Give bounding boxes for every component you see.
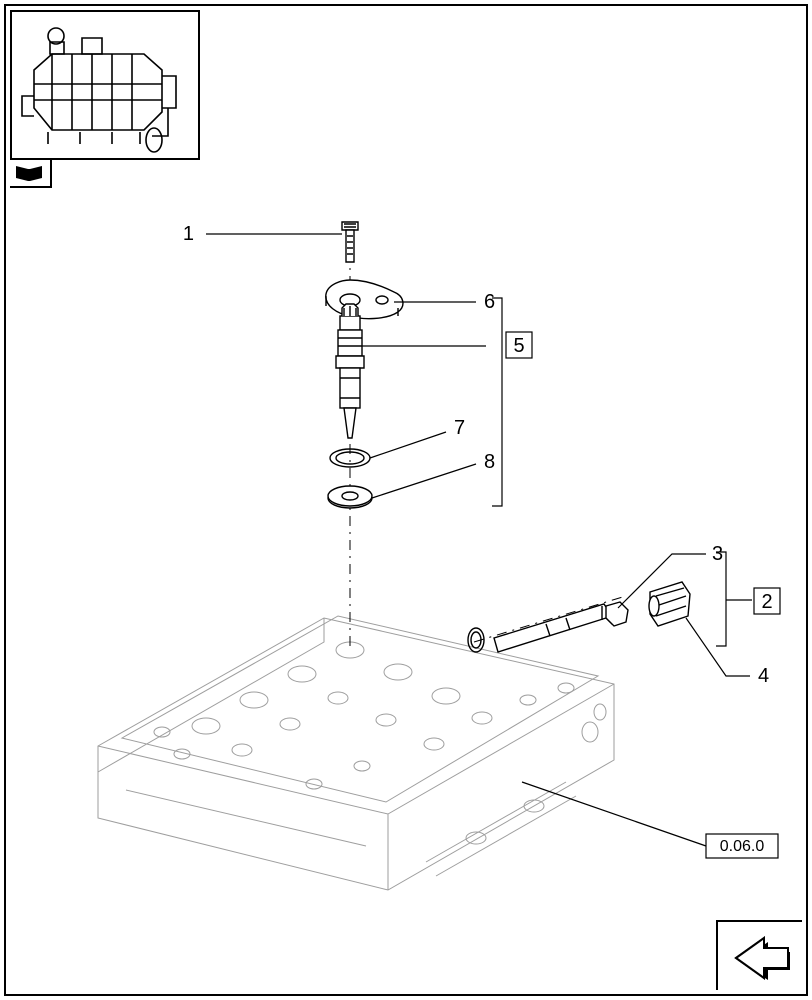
page-frame: 1 6 7 8 3 4 5 2 0.06.0 (4, 4, 808, 996)
arrow-back-icon (724, 928, 796, 984)
callout-5-box: 5 (506, 332, 532, 358)
main-diagram: 1 6 7 8 3 4 5 2 0.06.0 (6, 6, 806, 994)
callout-2: 2 (761, 591, 772, 613)
cylinder-head-ref (98, 616, 614, 890)
callout-3: 3 (712, 543, 723, 565)
callout-4: 4 (758, 665, 769, 687)
part-seal (328, 486, 372, 508)
callout-1: 1 (183, 223, 194, 245)
part-injector (336, 304, 364, 438)
refbox-0-06-0: 0.06.0 (706, 834, 778, 858)
nav-back-box[interactable] (716, 920, 802, 990)
callout-8: 8 (484, 451, 495, 473)
bracket-5 (492, 298, 502, 506)
part-clamp (326, 280, 403, 324)
part-oring (330, 449, 370, 467)
leaders (206, 234, 752, 846)
part-retainer-nut (649, 582, 690, 626)
callout-7: 7 (454, 417, 465, 439)
callout-5: 5 (513, 335, 524, 357)
refbox-text: 0.06.0 (720, 838, 765, 855)
callout-2-box: 2 (754, 588, 780, 614)
callout-6: 6 (484, 291, 495, 313)
part-tube-oring (468, 628, 484, 652)
part-feed-tube (494, 602, 628, 652)
part-bolt (342, 222, 358, 262)
